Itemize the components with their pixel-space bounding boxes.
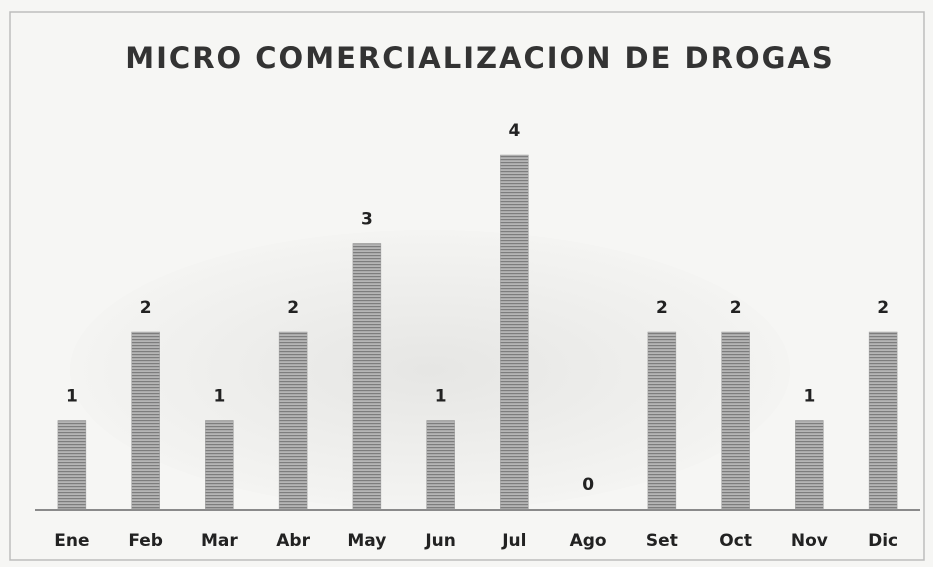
- bar: [647, 331, 677, 510]
- x-tick-label: Oct: [719, 531, 752, 551]
- data-label: 1: [66, 387, 78, 407]
- x-tick-label: Jun: [424, 531, 456, 551]
- data-label: 4: [508, 121, 520, 141]
- bar: [426, 420, 455, 510]
- x-tick-label: Ene: [54, 531, 89, 551]
- x-tick-label: Dic: [868, 531, 898, 551]
- x-tick-label: Jul: [501, 531, 526, 551]
- data-label: 1: [803, 387, 815, 407]
- data-label: 2: [730, 298, 742, 318]
- x-tick-label: Mar: [201, 531, 238, 551]
- data-label: 2: [140, 298, 152, 318]
- data-label: 3: [361, 210, 373, 230]
- x-tick-label: May: [347, 531, 386, 551]
- bar: [131, 331, 160, 510]
- scan-shadow: [70, 230, 790, 510]
- chart-frame: [9, 11, 925, 561]
- data-label: 2: [287, 298, 299, 318]
- x-tick-label: Set: [646, 531, 678, 551]
- data-label: 2: [877, 298, 889, 318]
- data-label: 2: [656, 298, 668, 318]
- x-tick-label: Feb: [128, 531, 163, 551]
- x-tick-label: Ago: [570, 531, 607, 551]
- chart-title: MICRO COMERCIALIZACION DE DROGAS: [125, 41, 834, 75]
- bar: [205, 420, 234, 510]
- data-label: 1: [213, 387, 225, 407]
- bar: [795, 420, 824, 510]
- bar: [57, 420, 87, 510]
- x-tick-label: Abr: [276, 531, 310, 551]
- bar: [500, 154, 529, 510]
- bar: [352, 243, 382, 510]
- bar: [278, 331, 308, 510]
- bar: [868, 331, 898, 510]
- data-label: 0: [582, 475, 594, 495]
- bar: [721, 331, 750, 510]
- data-label: 1: [435, 387, 447, 407]
- x-tick-label: Nov: [791, 531, 828, 551]
